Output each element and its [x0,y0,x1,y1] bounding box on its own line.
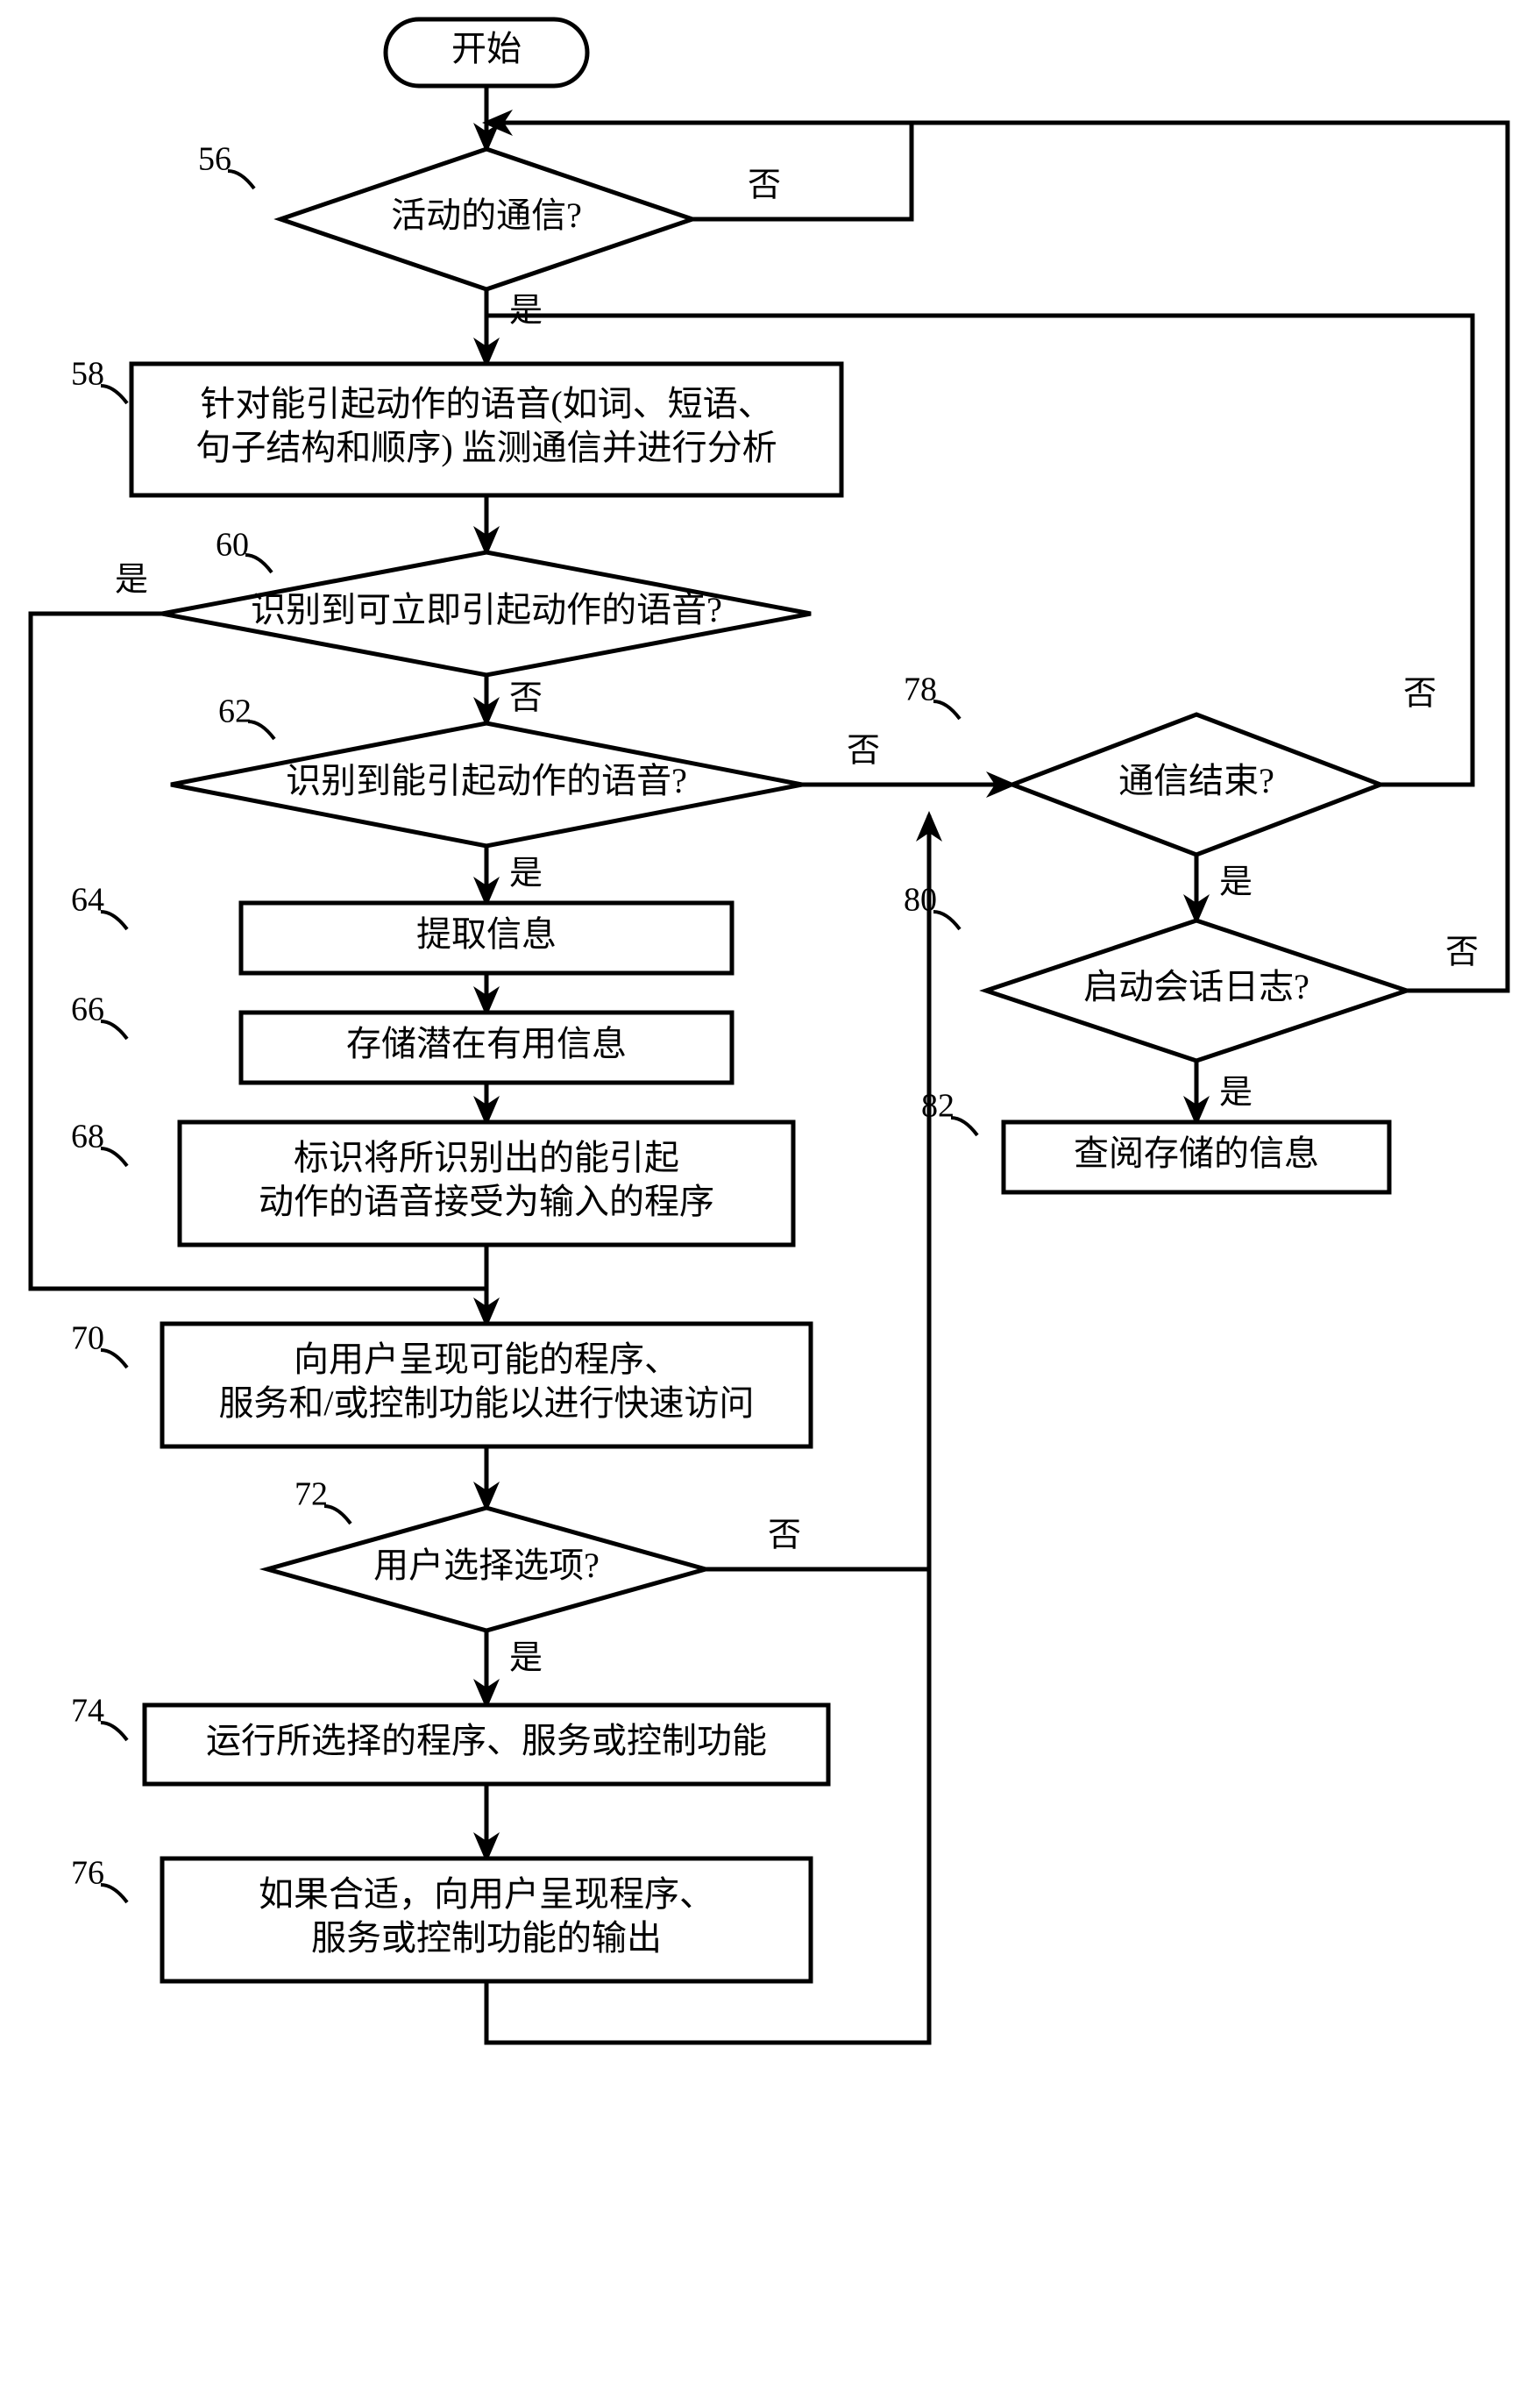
ref-label: 56 [198,141,231,178]
node-text: 动作的语音接受为输入的程序 [259,1182,714,1221]
ref-label: 60 [216,527,249,564]
edge-label: 是 [1219,1075,1253,1112]
node-text: 标识将所识别出的能引起 [294,1138,679,1177]
ref-label: 82 [921,1088,955,1125]
edge-label: 是 [509,856,543,892]
ref-tick [951,1118,977,1135]
ref-label: 66 [71,991,104,1028]
ref-tick [101,1350,127,1368]
ref-label: 62 [218,693,252,730]
node-text: 提取信息 [416,914,557,954]
ref-tick [248,721,274,739]
edge-label: 否 [1445,935,1479,971]
ref-tick [933,912,960,929]
ref-label: 58 [71,356,104,393]
ref-tick [101,1723,127,1740]
edge-label: 是 [509,293,543,330]
ref-tick [101,1885,127,1902]
node-text: 通信结束? [1118,761,1274,800]
ref-tick [101,912,127,929]
edge-label: 否 [748,167,781,204]
edge-label: 否 [847,733,880,770]
edge-label: 是 [115,562,148,599]
edge-label: 否 [509,680,543,717]
ref-tick [933,701,960,719]
ref-label: 64 [71,882,104,919]
ref-label: 74 [71,1693,104,1730]
node-text: 句子结构和顺序) 监测通信并进行分析 [195,428,777,467]
node-text: 运行所选择的程序、服务或控制功能 [206,1721,767,1760]
ref-tick [101,386,127,403]
ref-label: 70 [71,1320,104,1357]
ref-label: 72 [295,1476,328,1513]
edge [486,123,1508,991]
edge-label: 否 [768,1517,801,1554]
node-text: 识别到可立即引起动作的语音? [251,590,722,629]
node-text: 服务和/或控制功能以进行快速访问 [218,1383,754,1423]
node-text: 如果合适，向用户呈现程序、 [259,1874,714,1914]
node-text: 查阅存储的信息 [1074,1134,1319,1173]
ref-tick [324,1506,351,1524]
edge-label: 否 [1403,676,1437,713]
node-text: 服务或控制功能的输出 [311,1918,662,1958]
node-text: 存储潜在有用信息 [346,1024,627,1063]
node-text: 开始 [451,29,522,68]
ref-tick [245,555,272,572]
node-text: 识别到能引起动作的语音? [286,761,687,800]
edge-label: 是 [509,1640,543,1677]
edge-label: 是 [1219,864,1253,901]
ref-tick [228,171,254,188]
node-text: 向用户呈现可能的程序、 [294,1340,679,1379]
node-text: 活动的通信? [391,195,582,235]
ref-tick [101,1021,127,1039]
ref-label: 68 [71,1119,104,1155]
ref-label: 78 [904,672,937,708]
ref-tick [101,1148,127,1166]
node-text: 针对能引起动作的语音(如词、短语、 [200,384,772,423]
ref-label: 80 [904,882,937,919]
node-text: 用户选择选项? [373,1546,600,1585]
ref-label: 76 [71,1855,104,1892]
node-text: 启动会话日志? [1083,967,1309,1006]
